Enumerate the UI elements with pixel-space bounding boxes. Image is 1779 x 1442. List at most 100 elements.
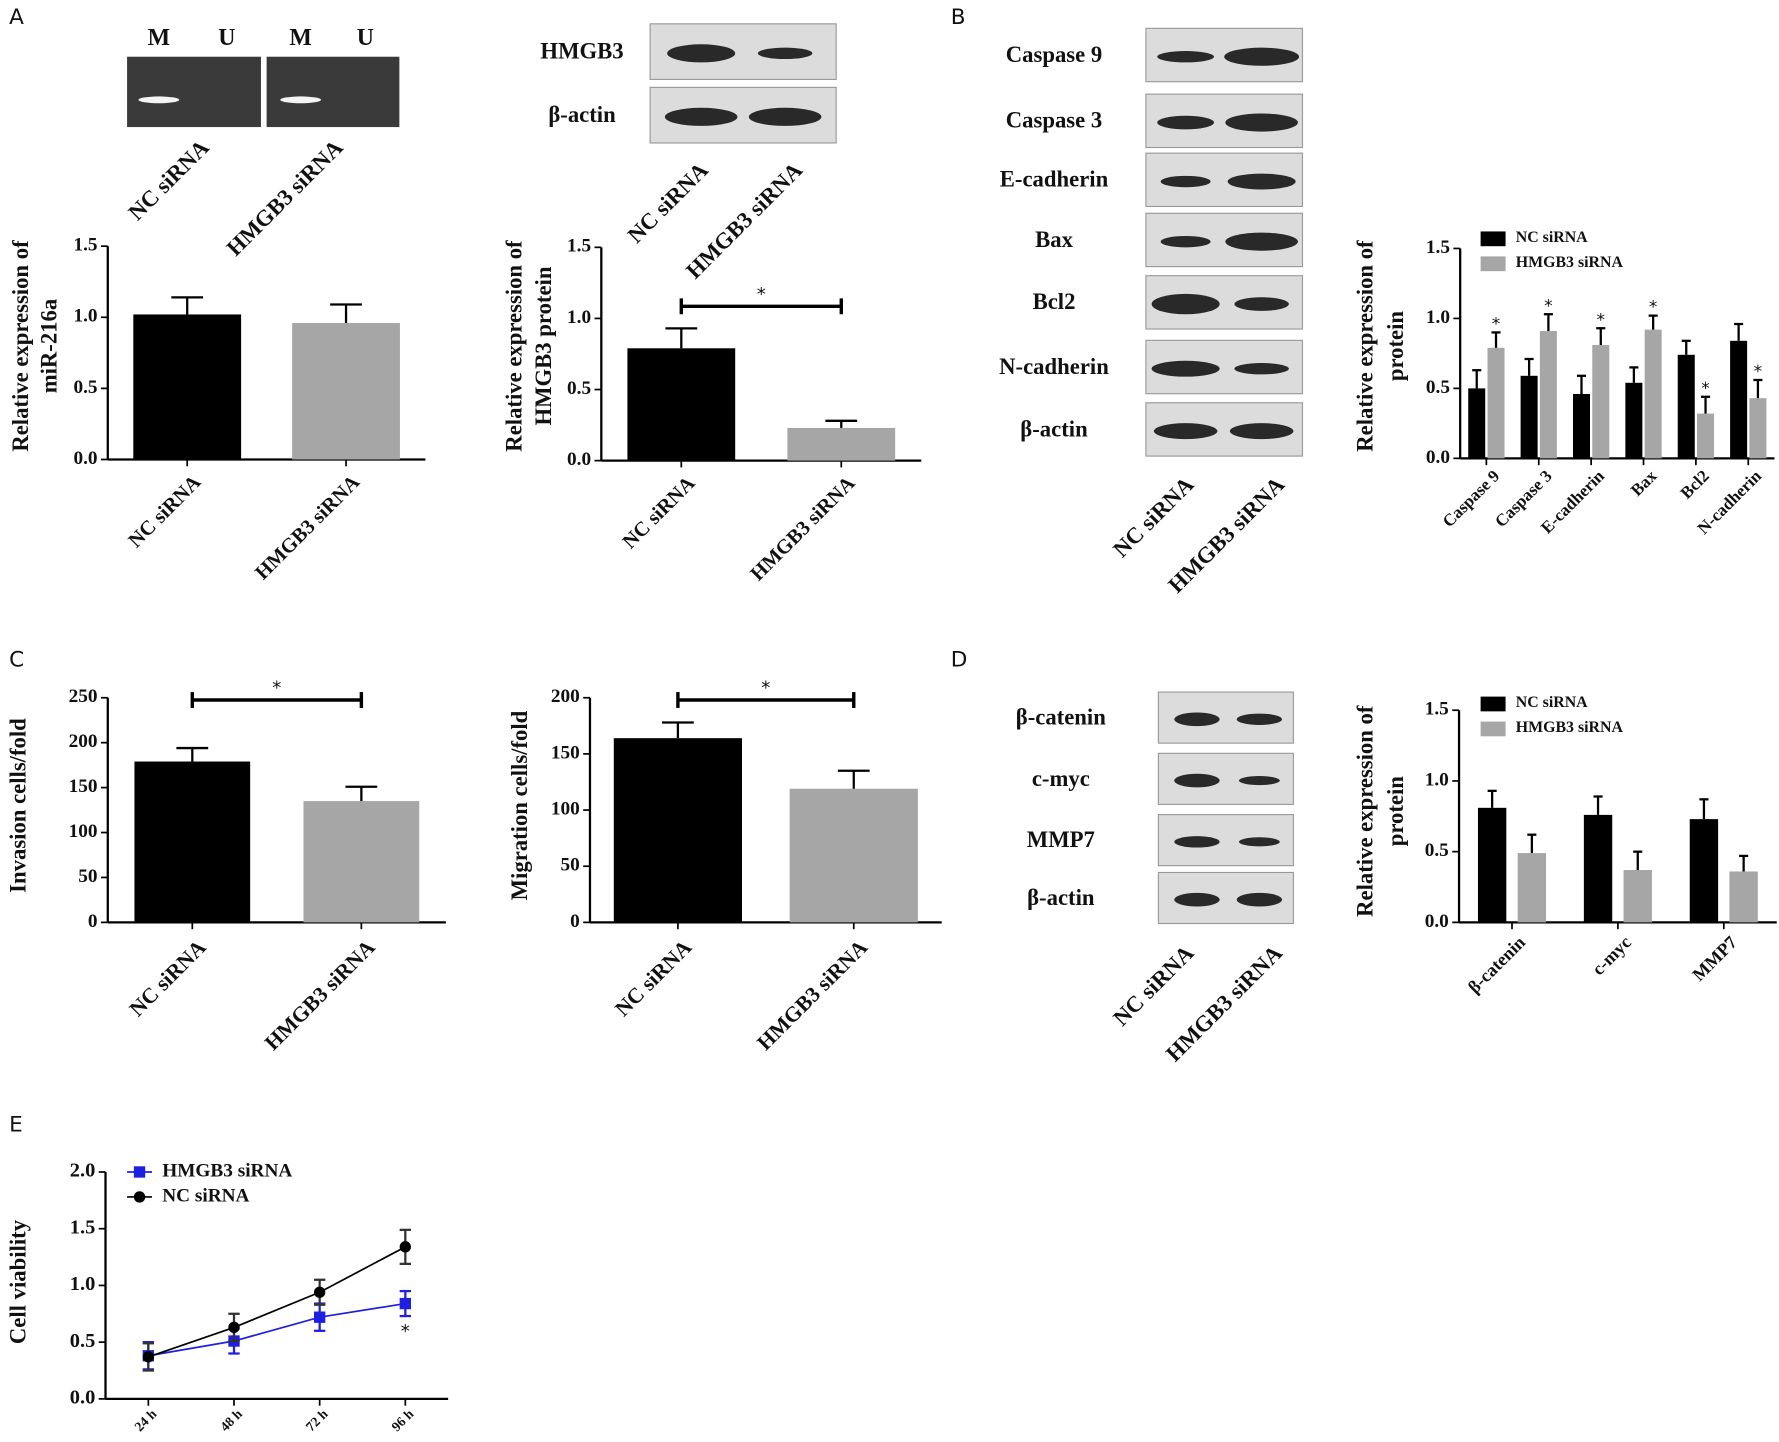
x-tick-label: MMP7 bbox=[1688, 932, 1741, 985]
y-tick-label: 0.0 bbox=[1426, 447, 1450, 468]
marker bbox=[228, 1321, 240, 1334]
y-tick-label: 0 bbox=[88, 911, 98, 932]
blot-band bbox=[1227, 173, 1296, 190]
x-tick-label: NC siRNA bbox=[610, 935, 696, 1021]
marker bbox=[313, 1311, 326, 1323]
bar bbox=[1625, 382, 1643, 459]
y-tick-label: 0.5 bbox=[70, 1330, 96, 1352]
y-tick-label: 0.0 bbox=[70, 1387, 96, 1409]
blot-band bbox=[1151, 293, 1220, 315]
significance-label: * bbox=[761, 678, 770, 699]
gel-image bbox=[127, 56, 261, 128]
gel-image bbox=[266, 56, 400, 128]
y-axis-label: Relative expression of bbox=[8, 240, 33, 452]
y-tick-label: 1.0 bbox=[73, 306, 97, 327]
bar bbox=[1623, 870, 1652, 923]
x-tick-label: 24 h bbox=[131, 1406, 159, 1434]
y-axis-label: protein bbox=[1383, 776, 1408, 847]
blot-band bbox=[1174, 773, 1220, 788]
significance-label: * bbox=[1492, 314, 1501, 334]
gel-lane-label: M bbox=[289, 25, 311, 51]
bar bbox=[1520, 375, 1538, 459]
panel-label: E bbox=[9, 1112, 23, 1137]
blot-band bbox=[1234, 297, 1289, 311]
blot-row-label: MMP7 bbox=[1027, 827, 1095, 852]
panel-label: C bbox=[9, 647, 24, 672]
blot-band bbox=[1157, 115, 1214, 130]
y-tick-label: 0.5 bbox=[1425, 840, 1449, 861]
y-tick-label: 100 bbox=[551, 798, 580, 819]
bar bbox=[1572, 393, 1591, 459]
x-tick-label: HMGB3 siRNA bbox=[747, 472, 860, 585]
blot-row-label: Bax bbox=[1035, 227, 1073, 252]
y-tick-label: 1.5 bbox=[1426, 237, 1450, 258]
y-tick-label: 1.0 bbox=[1426, 307, 1450, 328]
blot-band bbox=[1238, 776, 1280, 786]
blot-lane-label: NC siRNA bbox=[623, 157, 714, 248]
y-axis-label: Invasion cells/fold bbox=[6, 718, 31, 893]
bar bbox=[787, 427, 896, 461]
blot-row-label: Caspase 3 bbox=[1006, 108, 1102, 133]
bar bbox=[1677, 354, 1695, 459]
panel-label: D bbox=[951, 647, 968, 672]
x-tick-label: β-catenin bbox=[1464, 932, 1529, 997]
gel-band bbox=[280, 96, 322, 104]
y-tick-label: 0.5 bbox=[73, 377, 97, 398]
marker bbox=[142, 1351, 155, 1363]
y-tick-label: 150 bbox=[69, 776, 98, 797]
blot-lane-label: NC siRNA bbox=[1108, 940, 1199, 1031]
y-axis-label: miR-216a bbox=[36, 299, 61, 394]
blot-band bbox=[1174, 892, 1220, 907]
y-axis-label: Cell viability bbox=[6, 1219, 31, 1344]
gel-lane-label: U bbox=[357, 25, 374, 51]
legend-label: HMGB3 siRNA bbox=[1516, 254, 1624, 271]
legend-label: HMGB3 siRNA bbox=[1516, 719, 1624, 736]
marker bbox=[399, 1241, 411, 1253]
significance-label: * bbox=[401, 1321, 410, 1342]
legend-label: NC siRNA bbox=[162, 1185, 249, 1206]
bar bbox=[292, 322, 400, 460]
bar bbox=[303, 801, 420, 923]
y-tick-label: 0 bbox=[570, 911, 580, 932]
significance-label: * bbox=[1701, 379, 1710, 399]
y-axis-label: protein bbox=[1383, 311, 1408, 382]
legend-swatch bbox=[1480, 721, 1506, 737]
y-tick-label: 1.0 bbox=[567, 307, 591, 328]
x-tick-label: Bcl2 bbox=[1677, 466, 1713, 502]
x-tick-label: NC siRNA bbox=[619, 472, 700, 553]
blot-band bbox=[748, 107, 822, 126]
blot-row-label: c-myc bbox=[1032, 766, 1090, 791]
blot-band bbox=[1225, 113, 1298, 132]
bar bbox=[1477, 807, 1507, 923]
y-tick-label: 2.0 bbox=[70, 1160, 96, 1182]
bar bbox=[133, 314, 242, 460]
y-axis-label: Relative expression of bbox=[1352, 240, 1377, 452]
y-tick-label: 1.5 bbox=[70, 1216, 96, 1238]
gel-lane-label: U bbox=[218, 25, 235, 51]
gel-band bbox=[138, 96, 180, 104]
x-tick-label: HMGB3 siRNA bbox=[752, 935, 872, 1055]
y-tick-label: 200 bbox=[69, 731, 98, 752]
blot-band bbox=[757, 47, 813, 59]
blot-row-label: E-cadherin bbox=[1000, 167, 1109, 192]
bar bbox=[627, 348, 736, 461]
blot-band bbox=[1157, 51, 1214, 63]
blot-band bbox=[1234, 363, 1289, 375]
blot-band bbox=[1238, 837, 1280, 847]
blot-band bbox=[1174, 836, 1220, 848]
bar bbox=[134, 761, 251, 923]
y-tick-label: 50 bbox=[560, 855, 579, 876]
series-line bbox=[148, 1302, 406, 1357]
bar bbox=[1539, 331, 1557, 459]
legend-label: NC siRNA bbox=[1516, 694, 1588, 711]
y-tick-label: 0.0 bbox=[1425, 911, 1449, 932]
blot-band bbox=[1236, 713, 1283, 725]
gel-sample-label: HMGB3 siRNA bbox=[222, 134, 348, 260]
y-tick-label: 0.5 bbox=[567, 378, 591, 399]
blot-row-label: HMGB3 bbox=[540, 39, 623, 64]
blot-band bbox=[1229, 423, 1294, 440]
blot-row-label: Bcl2 bbox=[1033, 289, 1076, 314]
bar bbox=[789, 788, 918, 923]
bar bbox=[1592, 345, 1610, 459]
